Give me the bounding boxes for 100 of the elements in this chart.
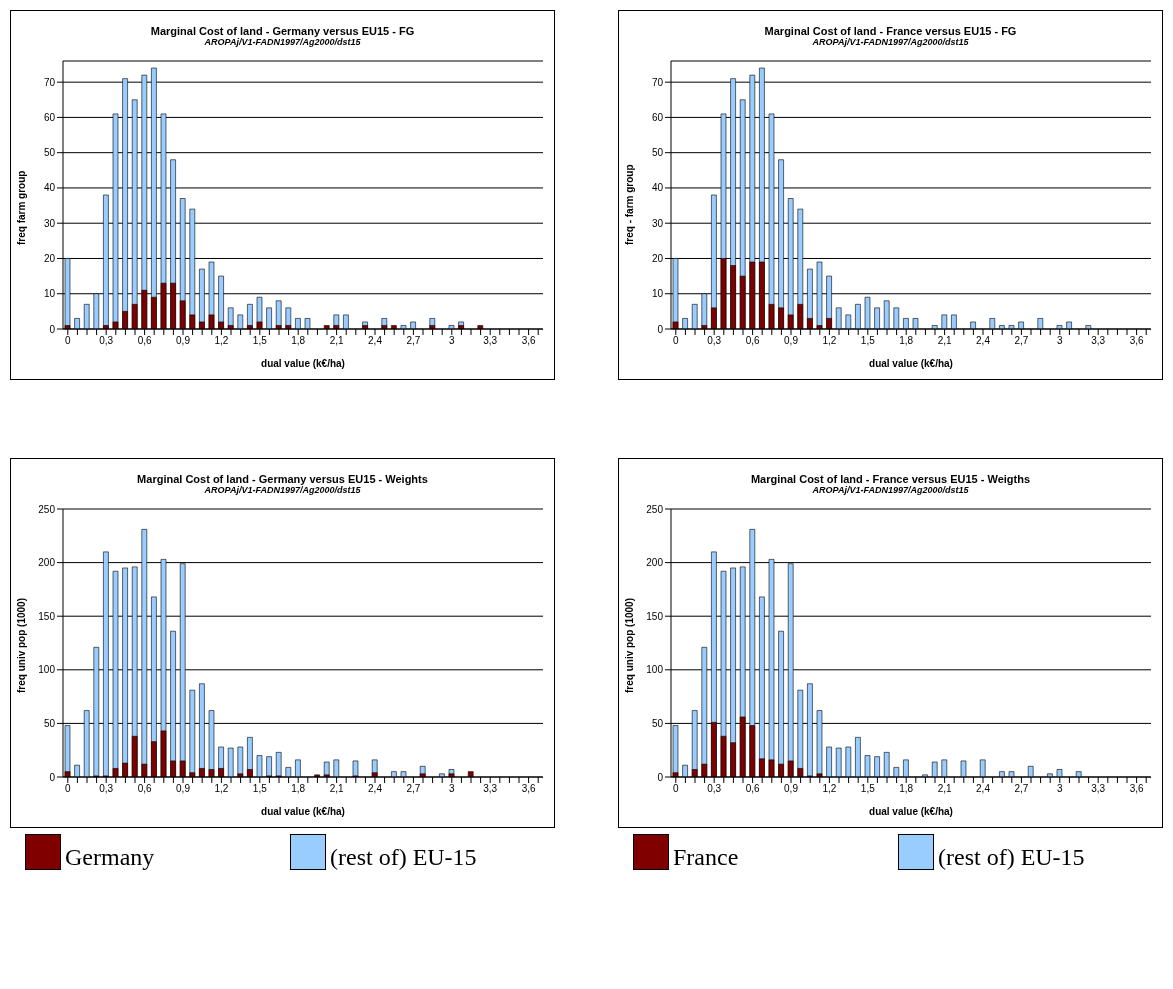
x-tick-label: 1,8 — [291, 783, 306, 795]
x-axis-title: dual value (k€/ha) — [869, 806, 953, 817]
y-tick-label: 250 — [646, 503, 664, 515]
x-tick-label: 0,9 — [176, 783, 191, 795]
x-tick-label: 3 — [449, 783, 456, 795]
x-tick-label: 2,1 — [937, 335, 952, 347]
y-tick-label: 30 — [651, 217, 664, 229]
x-tick-label: 0,3 — [707, 335, 722, 347]
y-tick-label: 100 — [38, 664, 56, 676]
x-tick-label: 2,4 — [368, 335, 383, 347]
x-axis-title: dual value (k€/ha) — [261, 358, 345, 369]
y-tick-label: 250 — [38, 503, 56, 515]
x-tick-label: 1,5 — [860, 335, 876, 347]
x-tick-label: 3,3 — [483, 783, 498, 795]
y-tick-label: 50 — [43, 147, 56, 159]
x-tick-label: 1,8 — [899, 783, 914, 795]
y-tick-label: 50 — [43, 717, 56, 729]
x-tick-label: 0 — [673, 335, 680, 347]
chart-title: Marginal Cost of land - France versus EU15 - Weigths — [749, 473, 1032, 485]
y-tick-label: 200 — [38, 557, 56, 569]
y-tick-label: 20 — [43, 253, 56, 265]
x-tick-label: 0,3 — [99, 335, 114, 347]
legend-label: (rest of) EU-15 — [330, 844, 477, 870]
x-tick-label: 1,8 — [291, 335, 306, 347]
y-tick-label: 40 — [43, 182, 56, 194]
y-tick-label: 50 — [651, 717, 664, 729]
x-tick-label: 0,3 — [99, 783, 114, 795]
y-tick-label: 60 — [651, 111, 664, 123]
x-tick-label: 1,5 — [860, 783, 876, 795]
x-tick-label: 3 — [449, 335, 456, 347]
y-tick-label: 150 — [38, 610, 56, 622]
y-tick-label: 150 — [646, 610, 664, 622]
legend-label: (rest of) EU-15 — [938, 844, 1085, 870]
x-tick-label: 2,7 — [1014, 335, 1029, 347]
x-tick-label: 0 — [65, 783, 72, 795]
x-tick-label: 2,7 — [1014, 783, 1029, 795]
x-tick-label: 0,3 — [707, 783, 722, 795]
x-tick-label: 2,1 — [329, 335, 344, 347]
y-axis-title: freq - farm group — [623, 164, 635, 245]
x-tick-label: 3,3 — [483, 335, 498, 347]
y-axis-title: freq univ pop (1000) — [15, 597, 27, 693]
y-tick-label: 200 — [646, 557, 664, 569]
y-tick-label: 0 — [657, 323, 664, 335]
x-tick-label: 3,6 — [1129, 335, 1144, 347]
y-tick-label: 0 — [49, 323, 56, 335]
y-axis-title: freq univ pop (1000) — [623, 597, 635, 693]
y-tick-label: 50 — [651, 147, 664, 159]
chart-subtitle: AROPAj/V1-FADN1997/Ag2000/dst15 — [203, 485, 362, 495]
x-tick-label: 0,9 — [784, 783, 799, 795]
x-tick-label: 3,6 — [521, 335, 536, 347]
y-tick-label: 0 — [49, 771, 56, 783]
y-tick-label: 100 — [646, 664, 664, 676]
x-tick-label: 0,6 — [745, 783, 760, 795]
x-tick-label: 0,9 — [176, 335, 191, 347]
x-tick-label: 3,3 — [1091, 335, 1106, 347]
y-tick-label: 20 — [651, 253, 664, 265]
x-tick-label: 3,3 — [1091, 783, 1106, 795]
chart-subtitle: AROPAj/V1-FADN1997/Ag2000/dst15 — [811, 37, 970, 47]
x-tick-label: 2,4 — [368, 783, 383, 795]
chart-subtitle: AROPAj/V1-FADN1997/Ag2000/dst15 — [811, 485, 970, 495]
x-axis-title: dual value (k€/ha) — [261, 806, 345, 817]
x-tick-label: 3 — [1057, 335, 1064, 347]
x-tick-label: 3,6 — [1129, 783, 1144, 795]
y-tick-label: 70 — [43, 76, 56, 88]
x-tick-label: 0,6 — [137, 335, 152, 347]
chart-title: Marginal Cost of land - France versus EU15 - FG — [763, 25, 1018, 37]
x-tick-label: 1,2 — [822, 783, 837, 795]
y-axis-title: freq farm group — [15, 170, 27, 245]
y-tick-label: 0 — [657, 771, 664, 783]
x-tick-label: 1,2 — [214, 335, 229, 347]
chart-subtitle: AROPAj/V1-FADN1997/Ag2000/dst15 — [203, 37, 362, 47]
y-tick-label: 40 — [651, 182, 664, 194]
chart-title: Marginal Cost of land - Germany versus EU15 - Weights — [136, 473, 429, 485]
x-tick-label: 2,1 — [937, 783, 952, 795]
x-tick-label: 0 — [65, 335, 72, 347]
x-tick-label: 0,6 — [745, 335, 760, 347]
x-tick-label: 2,7 — [406, 335, 421, 347]
y-tick-label: 10 — [43, 288, 56, 300]
x-tick-label: 1,8 — [899, 335, 914, 347]
x-tick-label: 2,4 — [976, 335, 991, 347]
legend-label: France — [673, 844, 739, 870]
x-tick-label: 3,6 — [521, 783, 536, 795]
x-axis-title: dual value (k€/ha) — [869, 358, 953, 369]
y-tick-label: 60 — [43, 111, 56, 123]
y-tick-label: 70 — [651, 76, 664, 88]
x-tick-label: 1,5 — [252, 783, 268, 795]
x-tick-label: 1,2 — [822, 335, 837, 347]
x-tick-label: 0,6 — [137, 783, 152, 795]
y-tick-label: 10 — [651, 288, 664, 300]
chart-title: Marginal Cost of land - Germany versus EU15 - FG — [149, 25, 416, 37]
x-tick-label: 1,5 — [252, 335, 268, 347]
x-tick-label: 3 — [1057, 783, 1064, 795]
x-tick-label: 2,7 — [406, 783, 421, 795]
y-tick-label: 30 — [43, 217, 56, 229]
legend-label: Germany — [65, 844, 155, 870]
x-tick-label: 2,1 — [329, 783, 344, 795]
x-tick-label: 0 — [673, 783, 680, 795]
x-tick-label: 2,4 — [976, 783, 991, 795]
x-tick-label: 1,2 — [214, 783, 229, 795]
x-tick-label: 0,9 — [784, 335, 799, 347]
